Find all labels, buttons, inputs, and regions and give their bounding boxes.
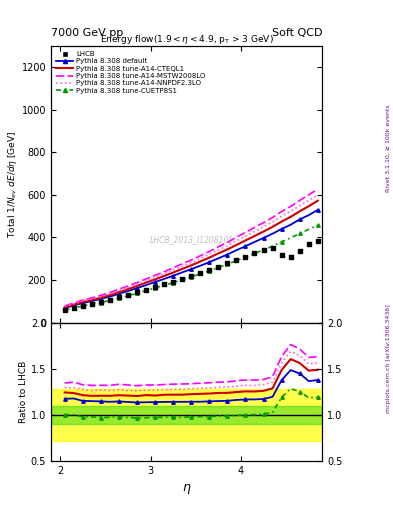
- Point: [305, 240, 312, 248]
- Point: [89, 300, 95, 308]
- Point: [107, 296, 113, 304]
- Point: [215, 263, 222, 271]
- Point: [161, 280, 167, 288]
- Text: LHCB_2013_I1208105: LHCB_2013_I1208105: [150, 235, 234, 244]
- Title: Energy flow(1.9$<\eta<$4.9, p$_{\rm T}$ > 3 GeV): Energy flow(1.9$<\eta<$4.9, p$_{\rm T}$ …: [100, 33, 274, 46]
- Point: [287, 252, 294, 261]
- Point: [98, 298, 104, 306]
- X-axis label: η: η: [183, 481, 191, 494]
- Point: [80, 302, 86, 310]
- Text: mcplots.cern.ch [arXiv:1306.3436]: mcplots.cern.ch [arXiv:1306.3436]: [386, 304, 391, 413]
- Text: Soft QCD: Soft QCD: [272, 28, 322, 38]
- Point: [134, 288, 140, 296]
- Text: 7000 GeV pp: 7000 GeV pp: [51, 28, 123, 38]
- Point: [314, 237, 321, 245]
- Point: [188, 272, 194, 280]
- Point: [71, 304, 77, 312]
- Point: [224, 260, 230, 268]
- Point: [278, 250, 285, 259]
- Y-axis label: Ratio to LHCB: Ratio to LHCB: [19, 360, 28, 423]
- Point: [269, 244, 275, 252]
- Point: [252, 249, 258, 258]
- Y-axis label: Total $1/N_{ev}$ $dE/d\eta$ [GeV]: Total $1/N_{ev}$ $dE/d\eta$ [GeV]: [6, 131, 19, 238]
- Point: [197, 269, 204, 277]
- Legend: LHCB, Pythia 8.308 default, Pythia 8.308 tune-A14-CTEQL1, Pythia 8.308 tune-A14-: LHCB, Pythia 8.308 default, Pythia 8.308…: [55, 50, 207, 95]
- Point: [62, 306, 68, 314]
- Point: [170, 278, 176, 286]
- Point: [143, 286, 149, 294]
- Point: [260, 246, 266, 254]
- Point: [152, 283, 158, 291]
- Point: [242, 253, 248, 261]
- Point: [116, 293, 122, 302]
- Text: Rivet 3.1.10, ≥ 100k events: Rivet 3.1.10, ≥ 100k events: [386, 104, 391, 193]
- Point: [233, 256, 239, 264]
- Point: [297, 247, 303, 255]
- Point: [206, 266, 212, 274]
- Point: [125, 291, 131, 299]
- Point: [179, 274, 185, 283]
